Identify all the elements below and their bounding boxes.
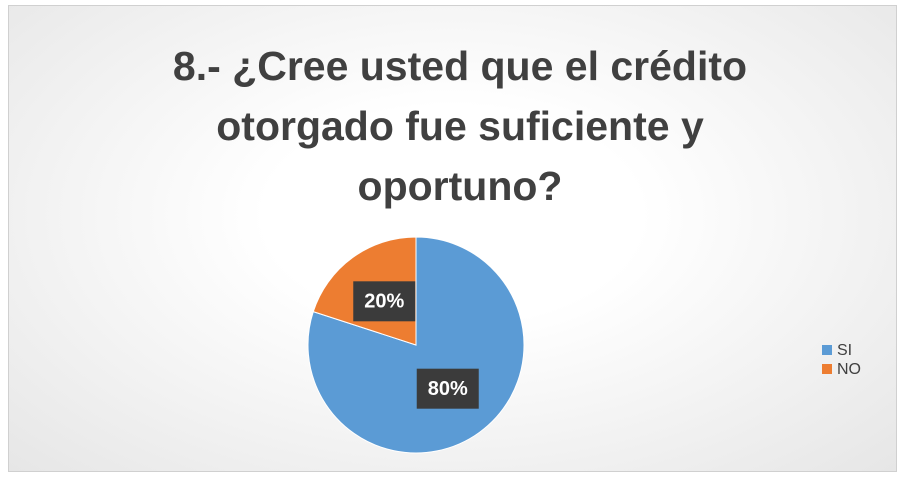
legend-swatch xyxy=(822,364,832,374)
data-label: 20% xyxy=(364,291,404,313)
data-label-box xyxy=(416,368,479,409)
chart-title: 8.- ¿Cree usted que el crédito otorgado … xyxy=(172,43,748,209)
legend-label: SI xyxy=(837,342,852,359)
data-label: 80% xyxy=(428,378,468,400)
data-label-box xyxy=(353,281,416,322)
legend-swatch xyxy=(822,345,832,355)
legend-label: NO xyxy=(837,361,861,378)
